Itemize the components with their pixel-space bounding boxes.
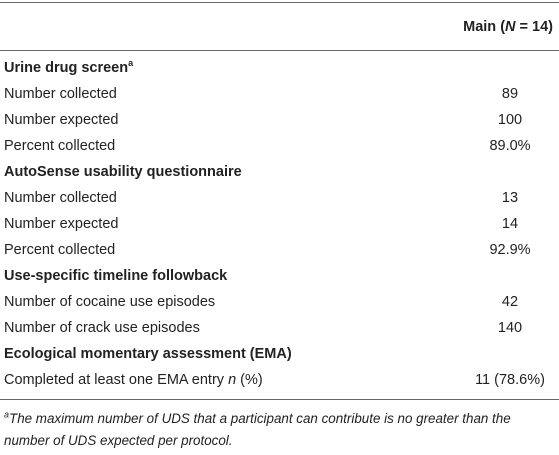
row-value: 100 — [497, 112, 523, 128]
data-row: Number of crack use episodes 140 — [0, 315, 559, 341]
section-title-text: Ecological momentary assessment (EMA) — [4, 346, 292, 362]
row-value: 89 — [501, 86, 519, 102]
section-sup: a — [128, 58, 134, 69]
row-label-text: Completed at least one EMA entry — [4, 372, 229, 388]
section-row: Urine drug screena — [0, 55, 559, 81]
data-row: Number of cocaine use episodes 42 — [0, 289, 559, 315]
top-rule — [0, 2, 559, 3]
section-row: AutoSense usability questionnaire — [0, 159, 559, 185]
row-label: Percent collected — [4, 237, 115, 263]
header-text: Main ( — [463, 19, 506, 35]
section-title-text: Urine drug screen — [4, 60, 129, 76]
row-label-text: Number collected — [4, 86, 117, 102]
row-label: Number of cocaine use episodes — [4, 289, 215, 315]
bottom-rule — [0, 399, 559, 400]
row-label-text: Percent collected — [4, 138, 116, 154]
header-text: = 14) — [515, 19, 553, 35]
footnote: aThe maximum number of UDS that a partic… — [4, 408, 556, 452]
row-label-text: Number expected — [4, 112, 119, 128]
header-rule — [0, 50, 559, 51]
section-row: Ecological momentary assessment (EMA) — [0, 341, 559, 367]
row-label: Number expected — [4, 211, 118, 237]
section-row: Use-specific timeline followback — [0, 263, 559, 289]
row-value: 42 — [501, 294, 519, 310]
section-title: Urine drug screena — [4, 55, 133, 81]
row-label: Number collected — [4, 81, 117, 107]
data-row: Number collected 13 — [0, 185, 559, 211]
row-label-text: Number of crack use episodes — [4, 320, 200, 336]
row-label-text: Number collected — [4, 190, 117, 206]
row-value: 13 — [501, 190, 519, 206]
row-value: 140 — [497, 320, 523, 336]
row-label-text: Number of cocaine use episodes — [4, 294, 216, 310]
row-label: Number collected — [4, 185, 117, 211]
data-row: Percent collected 89.0% — [0, 133, 559, 159]
section-title-text: AutoSense usability questionnaire — [4, 164, 242, 180]
row-value: 11 (78.6%) — [475, 372, 545, 388]
data-row: Number expected 14 — [0, 211, 559, 237]
row-label-text: (%) — [236, 372, 263, 388]
data-row: Completed at least one EMA entry n (%) 11… — [0, 367, 559, 393]
row-label: Completed at least one EMA entry n (%) — [4, 367, 263, 393]
section-title: Use-specific timeline followback — [4, 263, 227, 289]
section-title: AutoSense usability questionnaire — [4, 159, 242, 185]
section-title: Ecological momentary assessment (EMA) — [4, 341, 292, 367]
row-value: 92.9% — [489, 242, 531, 258]
row-label: Number expected — [4, 107, 118, 133]
row-value: 89.0% — [489, 138, 531, 154]
column-header: Main (N = 14) — [463, 14, 553, 40]
row-label-text: Number expected — [4, 216, 119, 232]
data-row: Number expected 100 — [0, 107, 559, 133]
row-label: Percent collected — [4, 133, 115, 159]
row-value: 14 — [501, 216, 519, 232]
data-row: Percent collected 92.9% — [0, 237, 559, 263]
footnote-marker: a — [4, 409, 10, 420]
section-title-text: Use-specific timeline followback — [4, 268, 228, 284]
data-row: Number collected 89 — [0, 81, 559, 107]
header-text: N — [505, 19, 516, 35]
row-label-text: Percent collected — [4, 242, 116, 258]
row-label-text: n — [228, 372, 237, 388]
footnote-text: The maximum number of UDS that a partici… — [4, 411, 511, 448]
row-label: Number of crack use episodes — [4, 315, 200, 341]
